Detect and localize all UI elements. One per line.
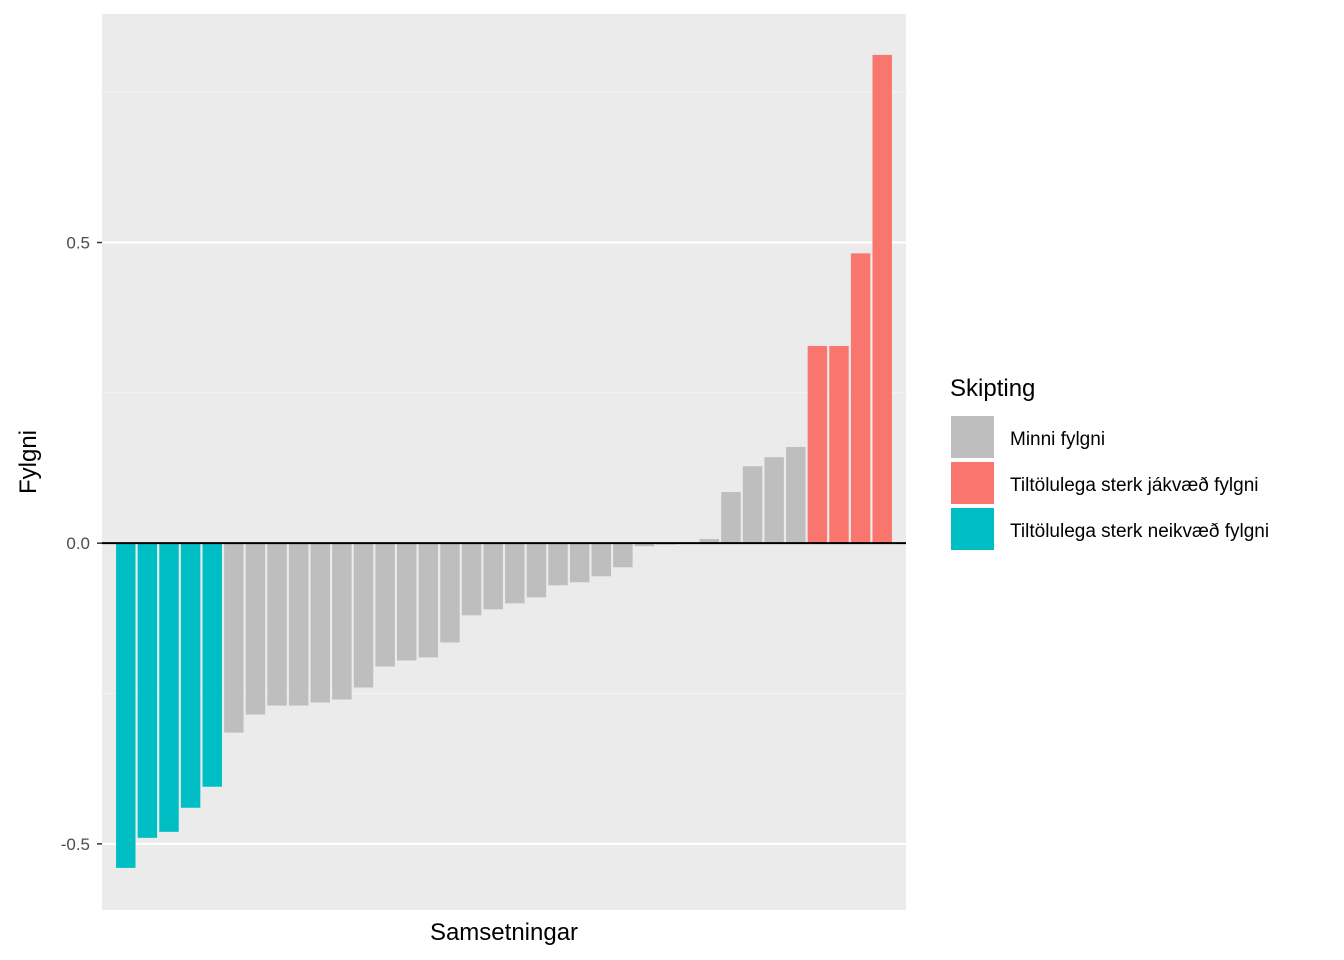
bar-24 xyxy=(613,543,633,568)
bar-30 xyxy=(742,466,763,544)
legend: Skipting Minni fylgni Tiltölulega sterk … xyxy=(950,375,1269,550)
bar-19 xyxy=(505,543,525,604)
bar-35 xyxy=(850,253,871,544)
bar-2 xyxy=(137,543,158,838)
bar-5 xyxy=(202,543,222,787)
bar-4 xyxy=(180,543,201,808)
bar-29 xyxy=(721,492,741,544)
bar-32 xyxy=(786,446,806,544)
y-axis-ticks: -0.5 0.0 0.5 xyxy=(61,234,102,854)
legend-key-jakvaed xyxy=(951,462,994,504)
x-axis-title: Samsetningar xyxy=(430,919,578,946)
bar-3 xyxy=(159,543,179,832)
bar-21 xyxy=(548,543,568,586)
bar-7 xyxy=(245,543,266,715)
bar-9 xyxy=(288,543,309,706)
legend-label-neikvaed: Tiltölulega sterk neikvæð fylgni xyxy=(1010,521,1269,542)
bar-31 xyxy=(764,457,784,544)
bar-16 xyxy=(440,543,460,643)
bar-20 xyxy=(526,543,547,598)
bar-25 xyxy=(634,543,655,547)
bar-33 xyxy=(807,345,828,544)
bar-23 xyxy=(591,543,611,577)
y-tick-label: 0.5 xyxy=(66,234,90,253)
bar-15 xyxy=(418,543,439,658)
legend-key-neikvaed xyxy=(951,508,994,550)
bar-17 xyxy=(461,543,482,616)
bar-8 xyxy=(267,543,287,706)
bar-22 xyxy=(569,543,590,583)
bars xyxy=(116,54,892,868)
legend-title: Skipting xyxy=(950,375,1035,402)
bar-36 xyxy=(872,54,892,544)
bar-18 xyxy=(483,543,503,610)
bar-10 xyxy=(310,543,331,703)
legend-key-minni xyxy=(951,416,994,458)
plot-panel xyxy=(102,14,906,910)
bar-13 xyxy=(375,543,395,667)
y-tick-label: -0.5 xyxy=(61,835,90,854)
bar-6 xyxy=(224,543,244,733)
bar-11 xyxy=(332,543,352,700)
bar-28 xyxy=(699,538,720,544)
bar-34 xyxy=(829,345,849,544)
legend-label-jakvaed: Tiltölulega sterk jákvæð fylgni xyxy=(1010,475,1259,496)
bar-12 xyxy=(353,543,374,688)
legend-label-minni: Minni fylgni xyxy=(1010,429,1105,450)
bar-1 xyxy=(116,543,136,868)
y-tick-label: 0.0 xyxy=(66,534,90,553)
bar-14 xyxy=(397,543,417,661)
y-axis-title: Fylgni xyxy=(15,430,42,494)
